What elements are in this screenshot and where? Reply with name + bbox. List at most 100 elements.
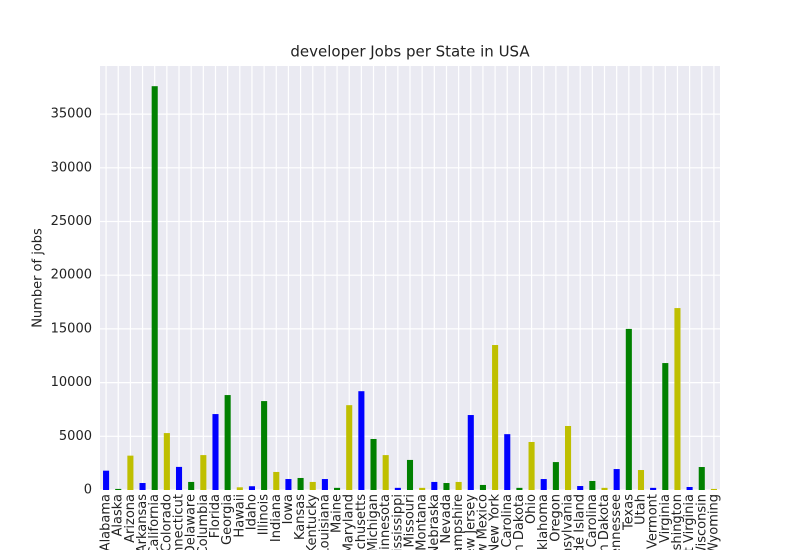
bar [127,455,134,490]
x-tick-label: Washington [670,494,685,550]
y-tick-label: 20000 [51,268,92,283]
bar [309,481,316,490]
bar [710,488,717,490]
x-tick-label: Connecticut [172,494,187,550]
bar [552,462,559,490]
x-tick-label: Iowa [281,494,296,524]
chart-title: developer Jobs per State in USA [290,43,530,61]
bar [528,441,535,490]
bar [674,308,681,490]
x-tick-label: Wisconsin [694,494,709,550]
x-tick-label: Texas [621,494,636,531]
x-tick-label: Colorado [159,494,174,550]
x-tick-label: New York [488,494,503,550]
bar [151,86,158,490]
x-tick-label: Illinois [257,494,272,535]
y-tick-label: 30000 [51,160,92,175]
bar [297,477,304,490]
bar [248,486,255,490]
bar [394,487,401,490]
bar [370,438,377,490]
bar [431,481,438,490]
bar [115,488,122,490]
bar [273,471,280,490]
x-tick-label: Vermont [646,494,661,549]
bar [188,481,195,490]
bar [504,434,511,490]
x-tick-label: Delaware [184,494,199,550]
bar [200,455,207,490]
x-tick-label: Utah [633,494,648,525]
x-tick-label: Mississippi [390,494,405,550]
bar [613,469,620,490]
x-tick-label: Massachusetts [354,494,369,550]
x-tick-label: Montana [415,494,430,550]
bar [601,487,608,490]
bar [686,486,693,490]
y-tick-label: 35000 [51,107,92,122]
bar [261,401,268,490]
bar [492,345,499,490]
x-tick-label: Oklahoma [536,494,551,550]
bar [479,484,486,490]
bar [224,395,231,490]
x-tick-label: Hawaii [232,494,247,538]
x-tick-label: Nevada [439,494,454,544]
bar [540,479,547,490]
x-tick-label: Nebraska [427,494,442,550]
y-tick-label: 5000 [59,429,92,444]
y-tick-label: 10000 [51,375,92,390]
x-tick-label: New Hampshire [451,494,466,550]
bar [346,405,353,490]
x-tick-label: New Jersey [463,494,478,550]
x-tick-label: Missouri [403,494,418,548]
x-tick-label: New Mexico [475,494,490,550]
bar [175,466,183,490]
x-tick-label: North Dakota [512,494,527,550]
x-tick-label: Maine [330,494,345,533]
x-tick-label: District of Columbia [196,494,211,550]
bar [285,479,292,490]
x-tick-label: Pennsylvania [561,494,576,550]
bar [516,487,523,490]
bar [321,479,328,490]
x-tick-label: Kentucky [305,494,320,550]
y-tick-label: 0 [84,483,92,498]
bar [358,391,365,490]
bar [650,487,657,490]
x-tick-label: Alaska [111,494,126,537]
bar [163,433,170,490]
y-axis-label: Number of jobs [31,228,46,328]
y-tick-label: 25000 [51,214,92,229]
x-tick-label: Tennessee [609,494,624,550]
bar [382,455,389,490]
bar [565,425,572,490]
x-tick-label: Arkansas [135,494,150,550]
bar [443,483,450,490]
x-tick-label: Kansas [293,494,308,540]
x-tick-label: Ohio [524,494,539,524]
bar [334,487,341,490]
bar [236,487,243,490]
y-tick-label: 15000 [51,321,92,336]
x-tick-label: Indiana [269,494,284,542]
bar [103,470,110,490]
bar [455,481,462,490]
x-tick-label: Florida [208,494,223,538]
bar [139,483,146,490]
x-tick-label: Rhode Island [573,494,588,550]
bar [467,415,474,490]
x-tick-label: Wyoming [706,494,721,550]
bar [662,363,669,490]
x-tick-label: Georgia [220,494,235,545]
x-tick-label: South Dakota [597,494,612,550]
x-tick-label: Virginia [658,494,673,543]
x-tick-label: North Carolina [500,494,515,550]
bar [212,414,219,490]
x-tick-label: Louisiana [317,494,332,550]
x-tick-label: South Carolina [585,494,600,550]
x-tick-label: Alabama [99,494,114,550]
bar [698,467,705,490]
x-tick-label: California [147,494,162,550]
